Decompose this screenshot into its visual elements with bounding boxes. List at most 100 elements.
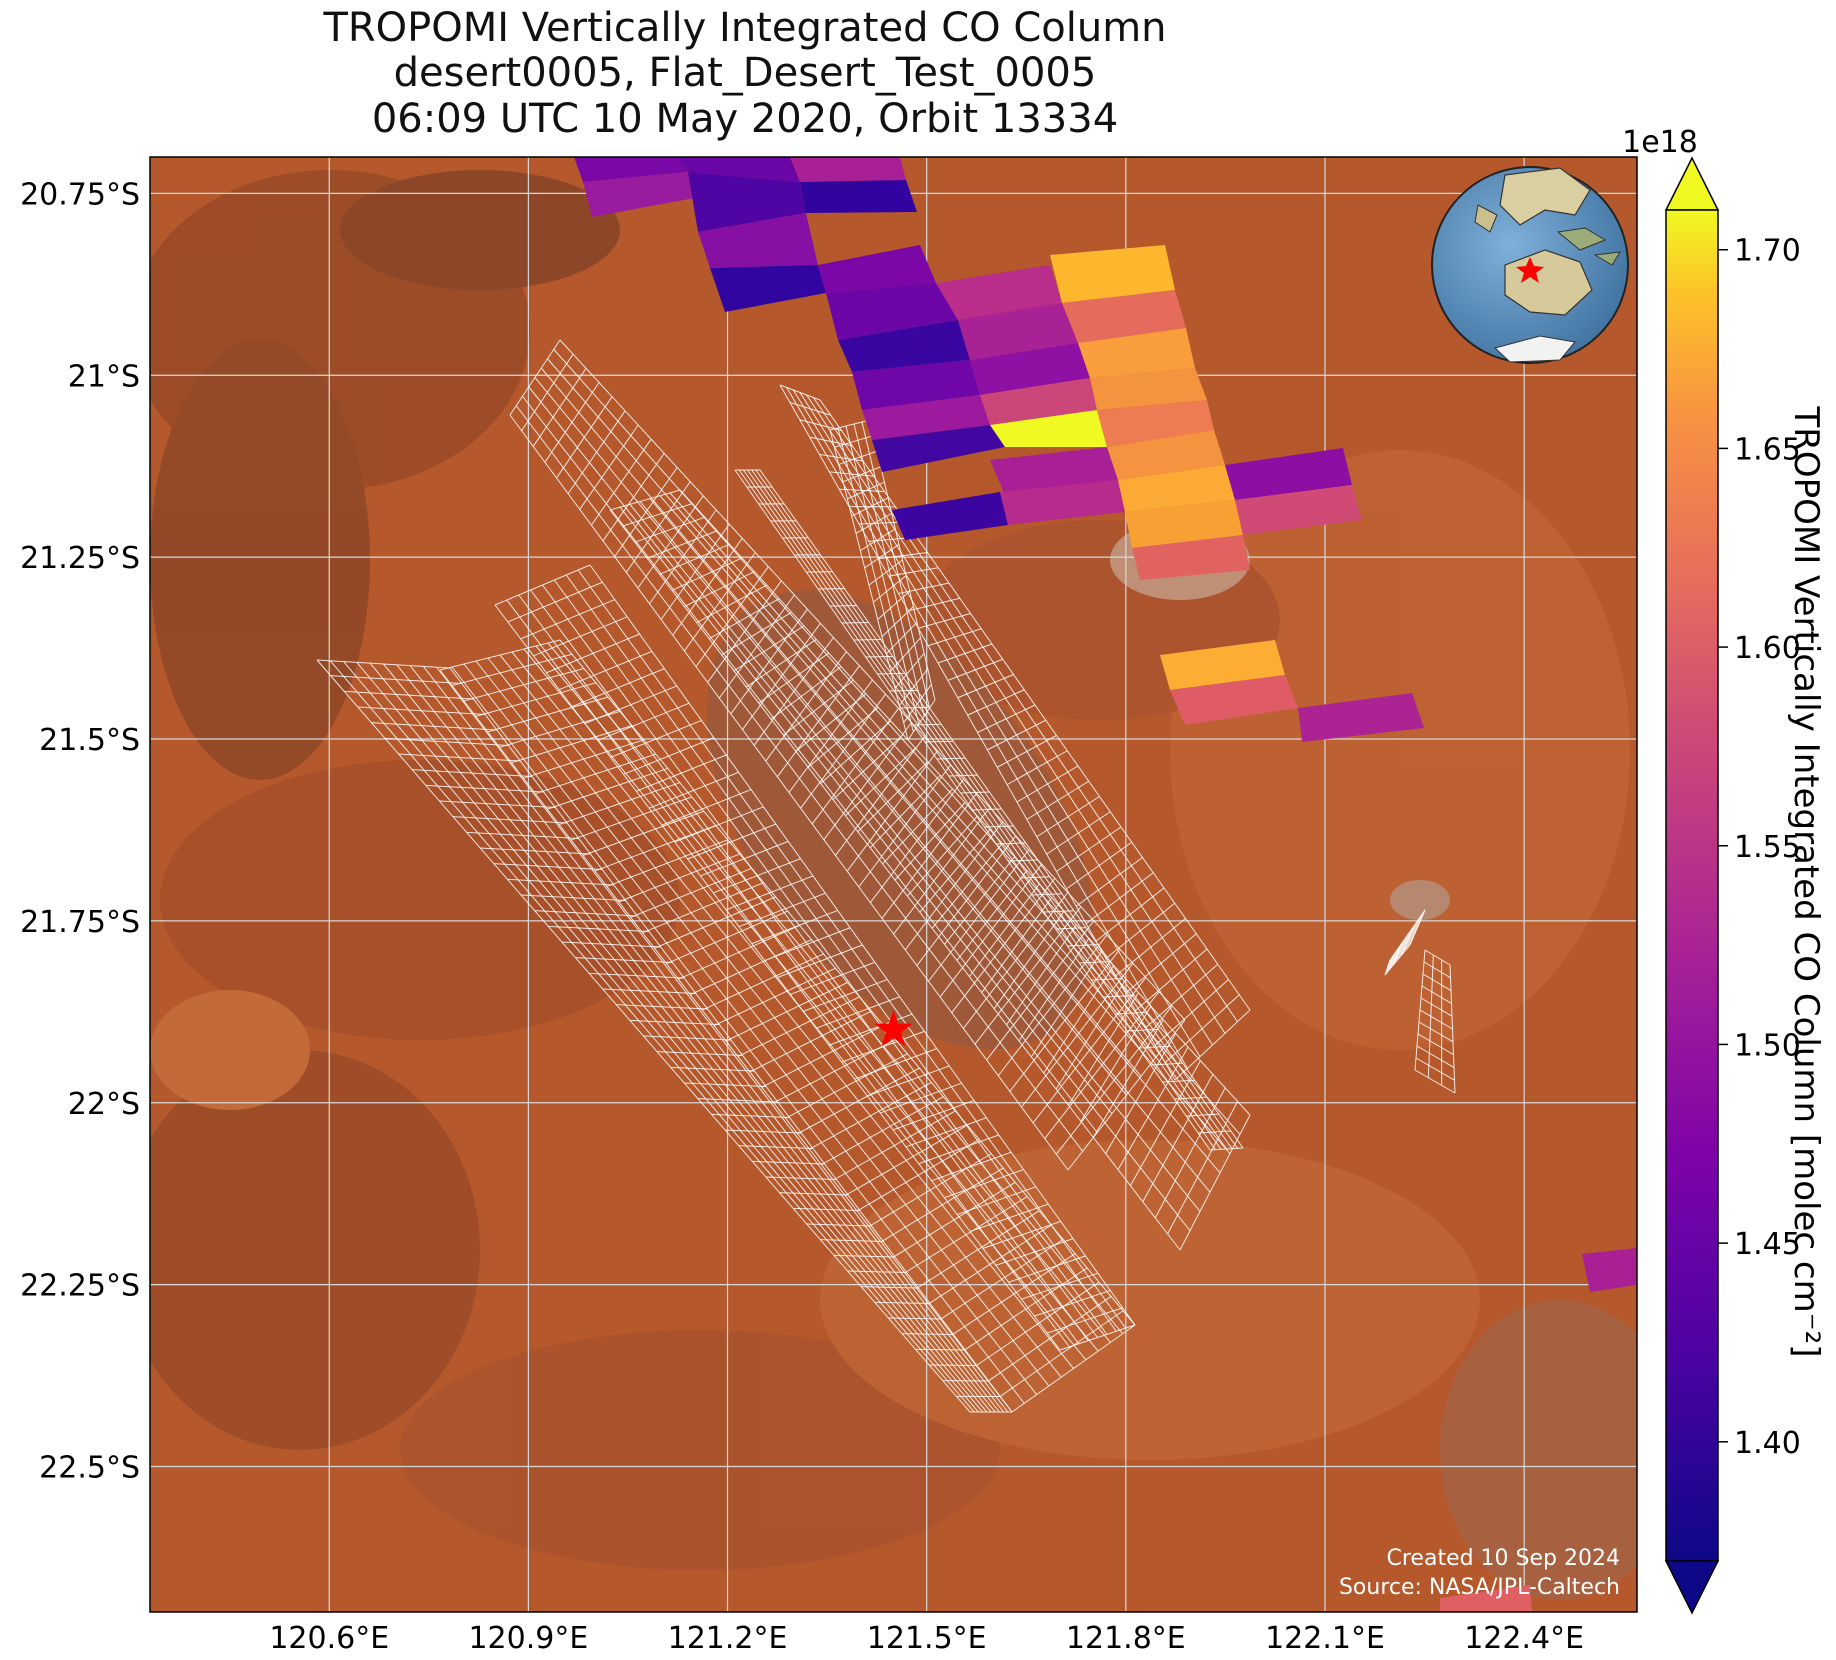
colorbar-tick-label: 1.45 [1734, 1227, 1801, 1262]
footprint-line [915, 1348, 966, 1351]
footprint-line [1067, 944, 1099, 947]
footprint-line [860, 528, 896, 551]
footprint-line [944, 1169, 1024, 1199]
footprint-line [947, 658, 1003, 681]
footprint-line [967, 689, 1025, 716]
footprint-line [590, 438, 652, 526]
footprint-line [1389, 909, 1426, 961]
footprint-line [761, 1024, 884, 1088]
chart-subtitle-site: desert0005, Flat_Desert_Test_0005 [393, 50, 1097, 96]
footprint-line [842, 466, 882, 483]
co-pixel [1298, 693, 1424, 742]
footprint-line [384, 737, 509, 746]
footprint-line [453, 816, 568, 824]
footprint-line [1079, 961, 1111, 964]
co-pixel [818, 245, 936, 293]
footprint-line [1021, 1272, 1099, 1300]
footprint-line [981, 897, 1053, 993]
footprint-line [997, 735, 1057, 768]
co-pixel [892, 492, 1008, 540]
lat-tick-label: 22°S [68, 1087, 140, 1122]
footprint-line [1008, 1255, 1086, 1283]
footprint-line [494, 564, 591, 606]
footprint-line [790, 961, 876, 995]
footprint-line [847, 1270, 907, 1273]
colorbar-extend-min [1664, 1560, 1720, 1615]
footprint-line [993, 910, 1065, 1009]
footprint-line [793, 1207, 860, 1211]
footprint-line [1075, 857, 1143, 907]
co-pixel [1225, 448, 1352, 500]
footprint-line [623, 737, 715, 775]
footprint-line [806, 1223, 872, 1227]
footprint-line [1126, 1028, 1159, 1032]
lat-tick-label: 20.75°S [20, 177, 140, 212]
co-pixel [1125, 500, 1243, 548]
footprint-line [559, 650, 653, 691]
footprint-line [1174, 1096, 1207, 1100]
footprint-line [330, 675, 462, 684]
footprint-line [1059, 1324, 1136, 1351]
footprint-line [1066, 841, 1133, 890]
map-panel[interactable] [120, 157, 1680, 1612]
longitude-tick-labels: 120.6°E 120.9°E 121.2°E 121.5°E 121.8°E 122.1… [269, 1621, 1584, 1656]
footprint-line [532, 368, 587, 447]
footprint-line [746, 639, 817, 688]
footprint-line [1067, 1019, 1186, 1171]
co-pixel [1132, 535, 1250, 580]
globe-site-star-icon [1516, 257, 1544, 283]
colorbar-ticks: 1.40 1.45 1.50 1.55 1.60 1.65 1.70 [1718, 234, 1801, 1461]
co-pixel [1078, 328, 1195, 378]
co-pixel [990, 447, 1118, 495]
footprint-line [829, 419, 871, 431]
footprint-line [957, 1186, 1037, 1216]
footprint-line [1011, 1324, 1136, 1413]
footprint-line [713, 858, 801, 894]
footprint-line [684, 571, 755, 607]
chart-title: TROPOMI Vertically Integrated CO Column [323, 5, 1167, 51]
footprint-line [962, 892, 1069, 1029]
footprint-line [1117, 1046, 1189, 1170]
footprint-line [1414, 1069, 1456, 1094]
footprint-line [582, 810, 704, 856]
footprint-line [475, 682, 597, 717]
colorbar-exponent: 1e18 [1622, 125, 1698, 160]
lon-tick-label: 121.5°E [867, 1621, 987, 1656]
footprint-line [637, 495, 704, 589]
footprint-line [758, 652, 829, 704]
footprint-line [425, 784, 544, 793]
footprint-line [776, 665, 860, 778]
footprint-line [733, 625, 805, 672]
footprint-line [1385, 935, 1415, 972]
co-pixel [1000, 480, 1125, 525]
footprint-line [725, 875, 814, 911]
footprint-line [765, 1176, 837, 1180]
footprint-line [986, 920, 1095, 1061]
footprint-line [904, 1196, 1028, 1274]
footprint-line [777, 944, 863, 978]
footprint-line [1114, 1011, 1147, 1015]
footprint-line [977, 704, 1036, 733]
footprint-line [927, 628, 982, 647]
co-pixel [1170, 675, 1298, 725]
footprint-line [511, 725, 633, 764]
footprint-line [905, 1117, 987, 1148]
footprint-line [855, 512, 892, 534]
footprint-line [797, 1067, 920, 1135]
footprint-line [559, 782, 680, 826]
footprint-line [1008, 859, 1038, 862]
footprint-line [1055, 927, 1087, 930]
footprint-line [584, 685, 677, 724]
footprint-line [610, 719, 702, 758]
footprint-line [1009, 948, 1121, 1092]
lat-tick-label: 22.25°S [20, 1269, 140, 1304]
footprint-line [659, 543, 730, 575]
footprint-line [666, 910, 788, 965]
colorbar-tick-label: 1.50 [1734, 1028, 1801, 1063]
footprint-line [916, 1210, 1040, 1289]
footprint-line [316, 659, 451, 669]
colorbar-tick-label: 1.70 [1734, 234, 1801, 269]
footprint-line [1105, 902, 1176, 959]
footprint-line [570, 796, 692, 841]
footprint-line [845, 747, 916, 817]
